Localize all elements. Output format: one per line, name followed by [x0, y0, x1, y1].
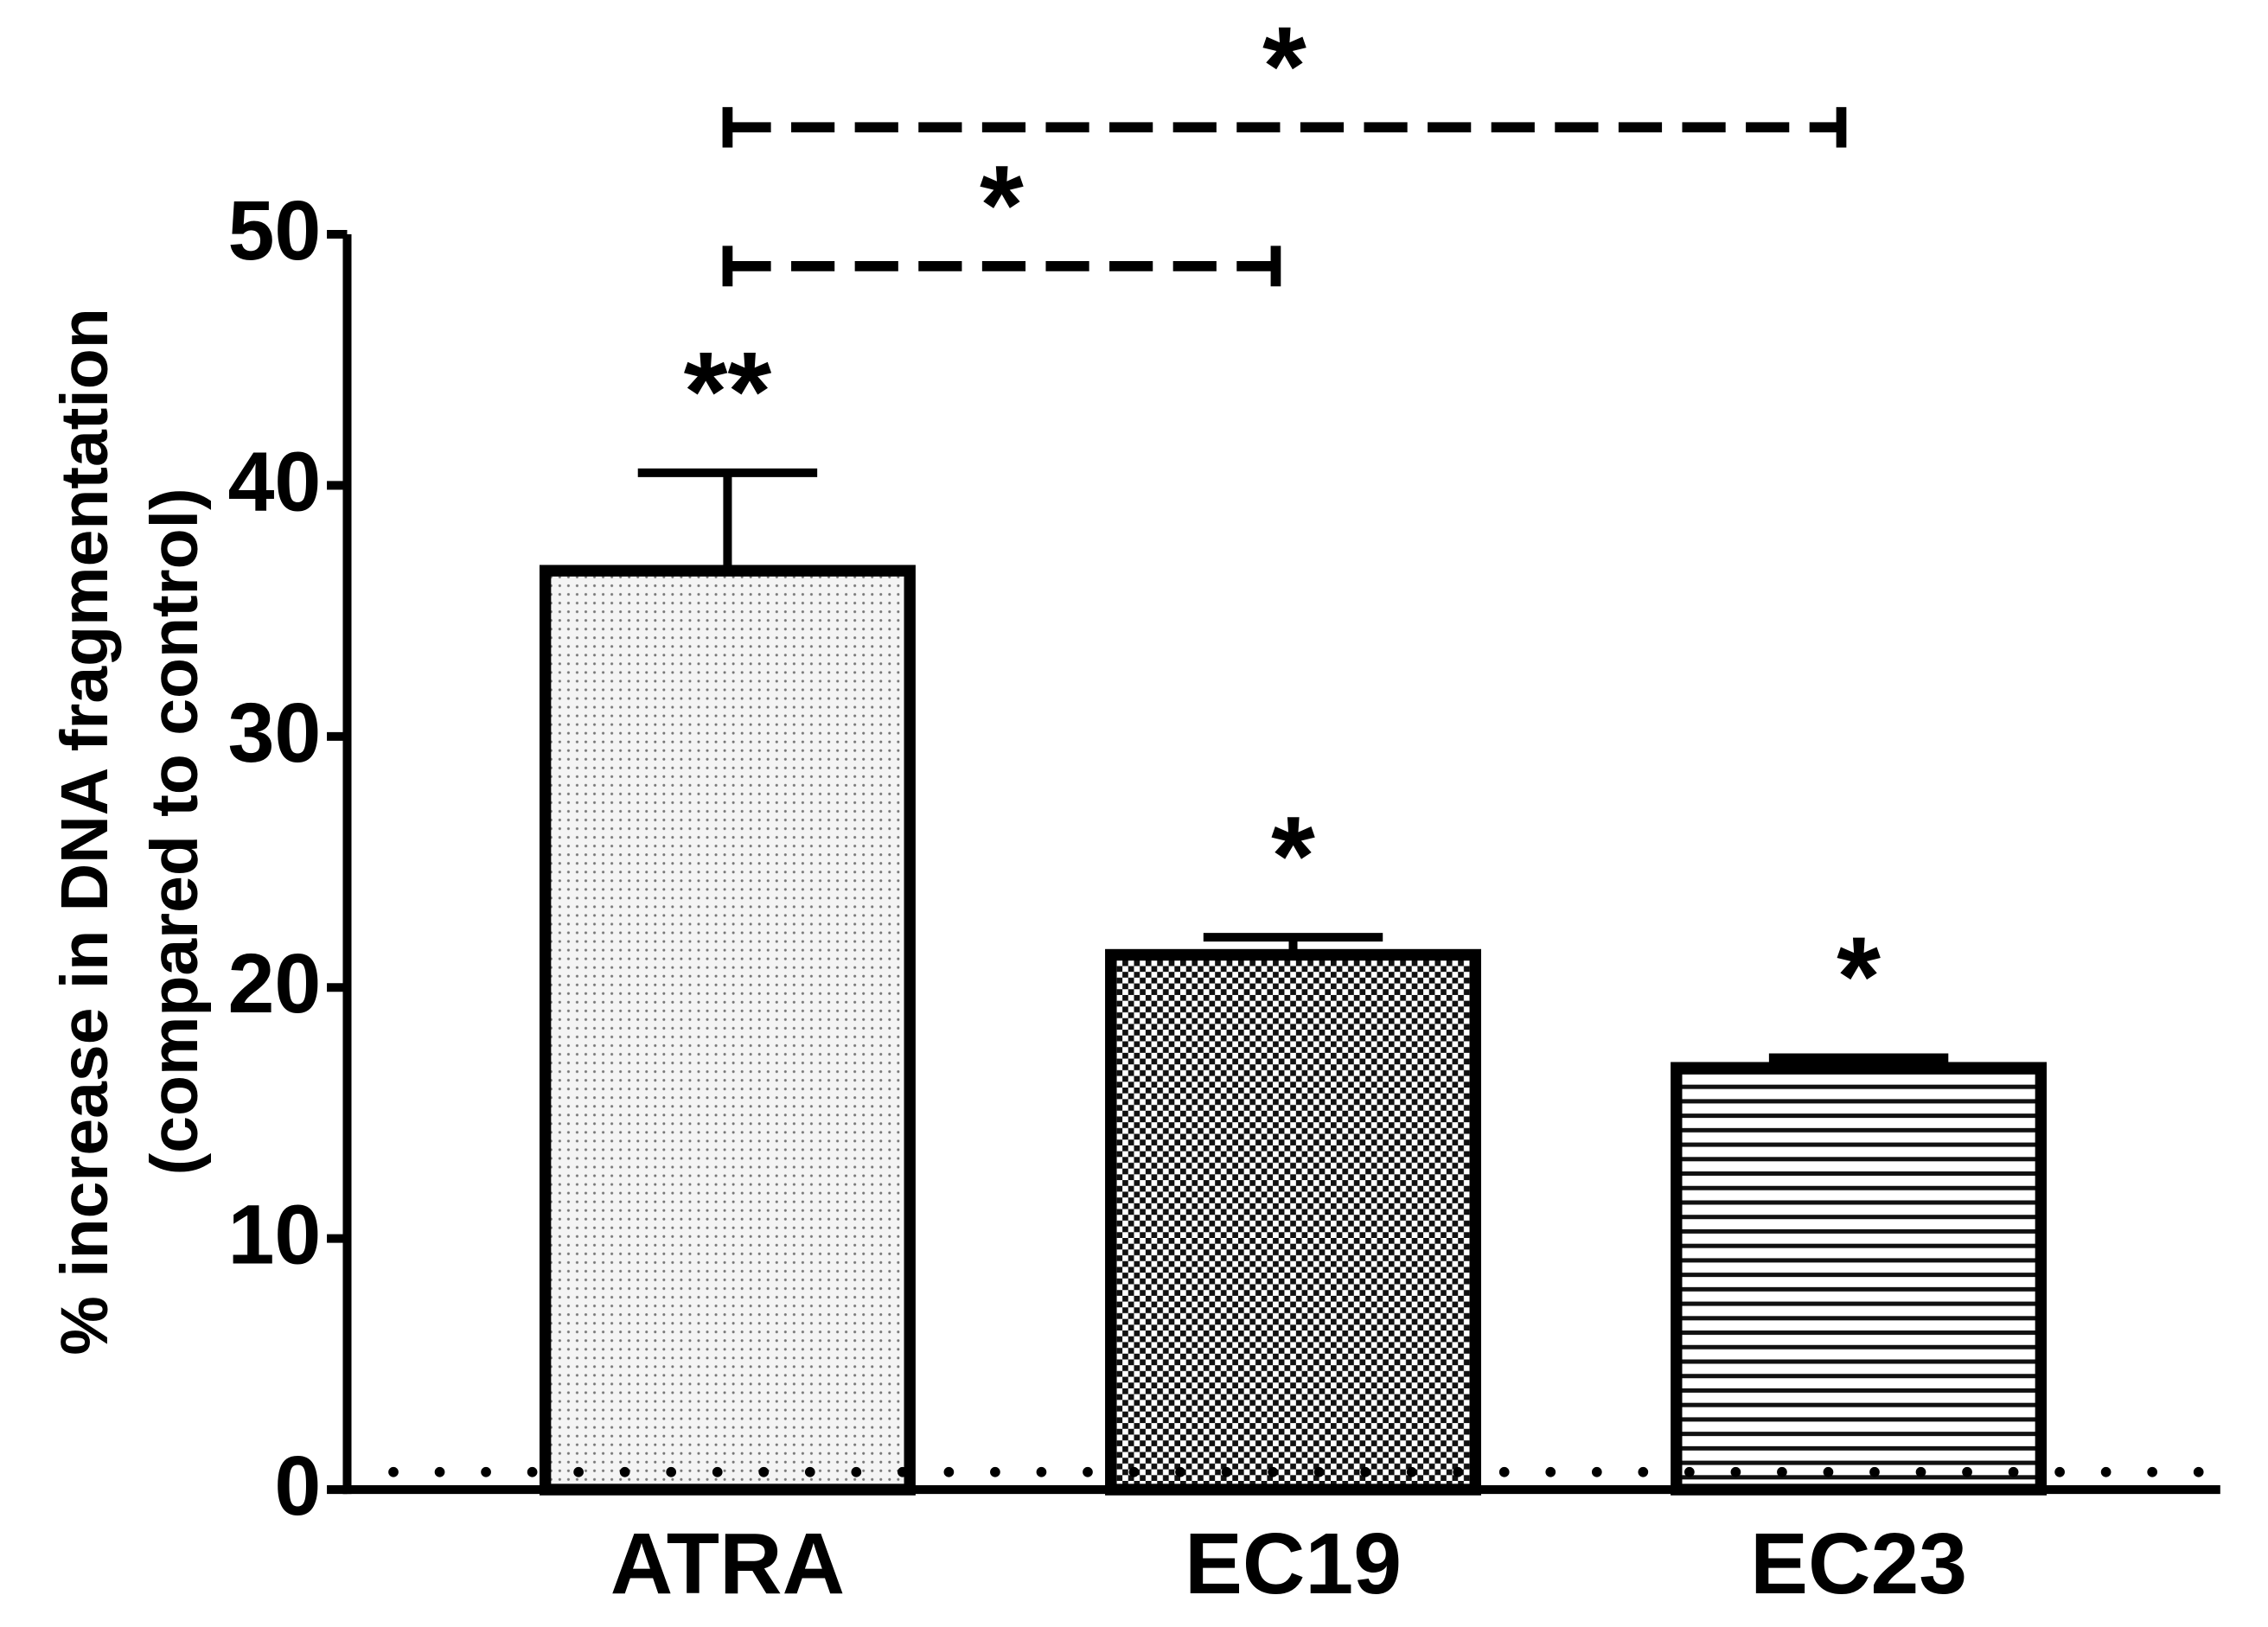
significance-label: * [1271, 793, 1315, 919]
y-tick-label: 20 [227, 936, 321, 1030]
x-tick-label: ATRA [610, 1515, 845, 1612]
significance-label: ** [684, 329, 772, 455]
bracket-label: * [1262, 3, 1306, 129]
y-tick-label: 40 [227, 434, 321, 528]
y-tick-label: 0 [274, 1439, 321, 1533]
x-tick-label: EC23 [1750, 1515, 1967, 1612]
bar [539, 565, 916, 1496]
y-axis-title: % increase in DNA fragmentation [48, 308, 122, 1355]
bar [1671, 1062, 2048, 1496]
bracket-label: * [980, 142, 1024, 268]
x-tick-label: EC19 [1185, 1515, 1402, 1612]
bar [1105, 948, 1481, 1496]
y-tick-label: 30 [227, 686, 321, 780]
y-tick-label: 50 [227, 183, 321, 278]
y-axis-title: (compared to control) [137, 488, 212, 1175]
y-tick-label: 10 [227, 1188, 321, 1282]
significance-label: * [1837, 913, 1881, 1039]
